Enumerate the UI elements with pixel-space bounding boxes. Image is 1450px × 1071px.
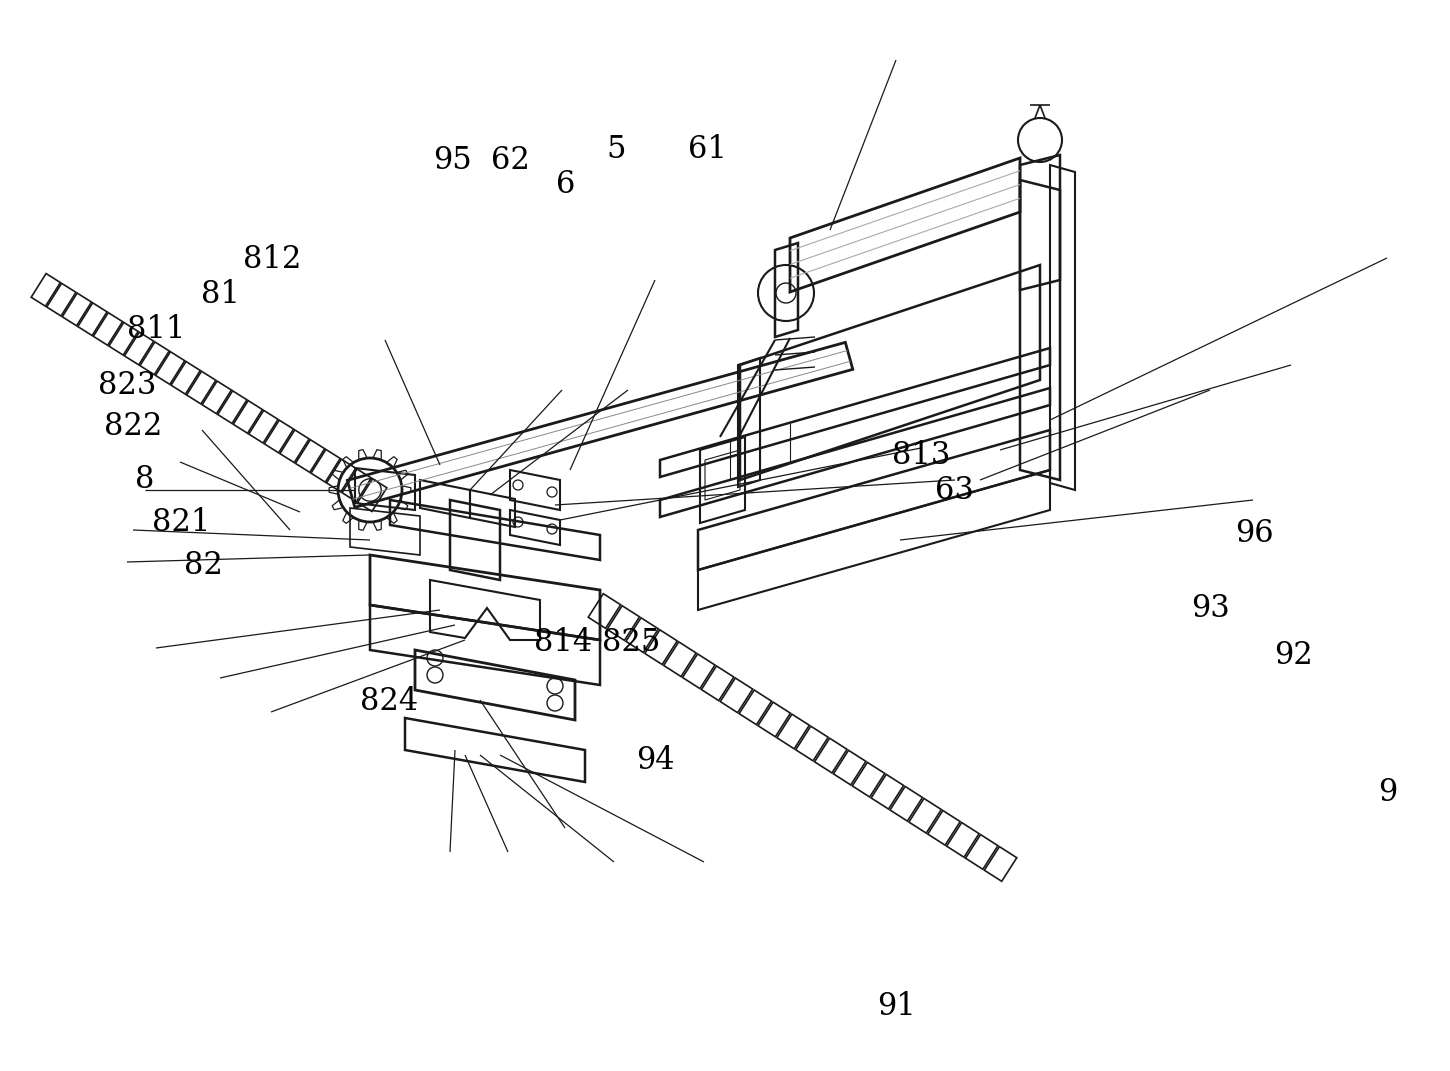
Text: 812: 812	[244, 244, 302, 274]
Text: 62: 62	[492, 146, 529, 176]
Text: 95: 95	[434, 146, 471, 176]
Text: 821: 821	[152, 508, 210, 538]
Text: 824: 824	[360, 687, 418, 716]
Text: 92: 92	[1275, 640, 1312, 670]
Text: 8: 8	[135, 465, 155, 495]
Text: 813: 813	[892, 440, 950, 470]
Text: 811: 811	[128, 315, 186, 345]
Text: 81: 81	[202, 280, 239, 310]
Text: 822: 822	[104, 411, 162, 441]
Text: 82: 82	[184, 550, 222, 580]
Text: 96: 96	[1235, 518, 1273, 548]
Text: 6: 6	[555, 169, 576, 199]
Text: 91: 91	[877, 992, 915, 1022]
Text: 9: 9	[1378, 778, 1398, 808]
Text: 63: 63	[935, 476, 973, 506]
Text: 5: 5	[606, 135, 626, 165]
Text: 61: 61	[689, 135, 726, 165]
Text: 823: 823	[99, 371, 157, 401]
Text: 825: 825	[602, 628, 660, 658]
Text: 93: 93	[1192, 593, 1230, 623]
Text: 814: 814	[534, 628, 592, 658]
Text: 94: 94	[637, 745, 674, 775]
